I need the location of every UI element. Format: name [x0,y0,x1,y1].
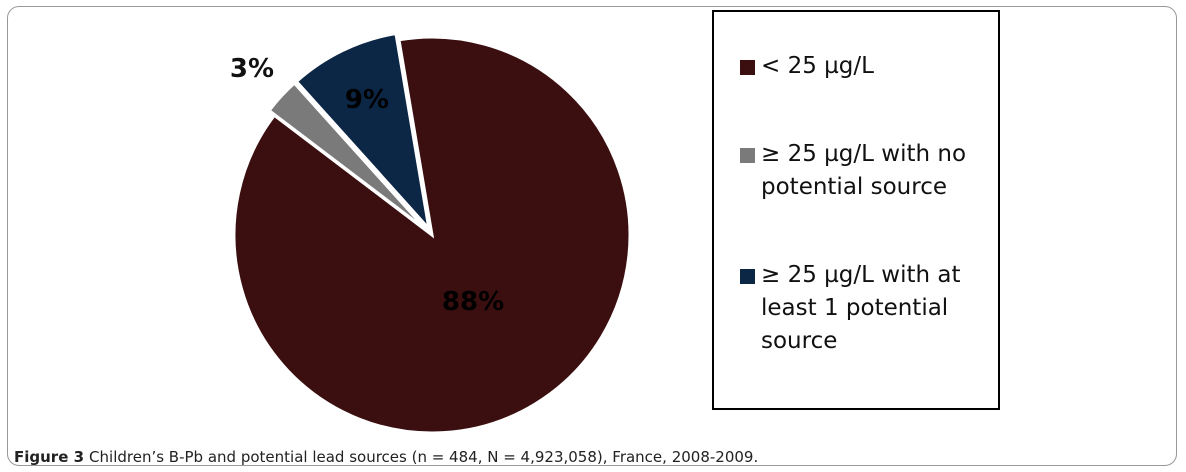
legend-swatch [740,148,755,163]
legend-label: < 25 µg/L [761,53,874,79]
legend-swatch [740,60,755,75]
legend-swatch [740,269,755,284]
legend-item: < 25 µg/L [740,50,984,83]
legend-item: ≥ 25 µg/L with no potential source [740,138,984,204]
legend-label: ≥ 25 µg/L with at least 1 potential sour… [761,262,961,354]
legend: < 25 µg/L ≥ 25 µg/L with no potential sou… [712,10,1000,410]
caption-label: Figure 3 [14,448,85,466]
data-label: 3% [230,54,274,84]
legend-item: ≥ 25 µg/L with at least 1 potential sour… [740,259,984,358]
caption-text: Children’s B-Pb and potential lead sourc… [89,448,759,466]
caption: Figure 3 Children’s B-Pb and potential le… [14,448,758,466]
pie-slice [267,81,428,232]
pie-slice [232,35,632,435]
pie-slice [294,31,432,234]
legend-label: ≥ 25 µg/L with no potential source [761,141,967,200]
data-label: 9% [345,85,389,115]
figure-frame [7,6,1177,466]
data-label: 88% [442,287,504,317]
